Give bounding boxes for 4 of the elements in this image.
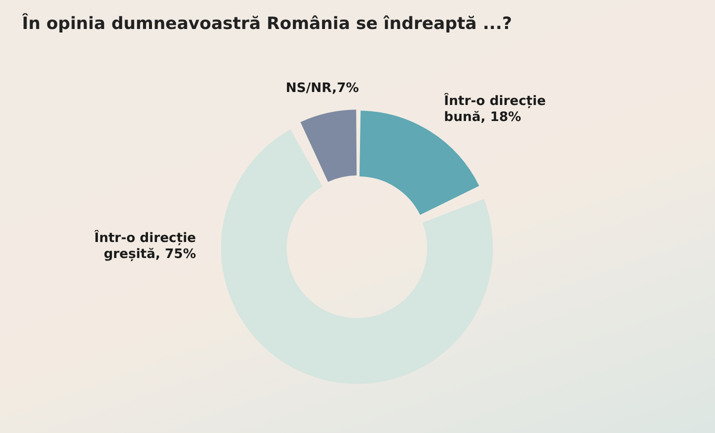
slice-label: Într-o direcție bună, 18% xyxy=(444,94,547,126)
slice-label: Într-o direcție greșită, 75% xyxy=(93,230,196,262)
chart-title: În opinia dumneavoastră România se îndreaptă ...? xyxy=(22,14,512,34)
slice-label: NS/NR,7% xyxy=(286,80,359,97)
